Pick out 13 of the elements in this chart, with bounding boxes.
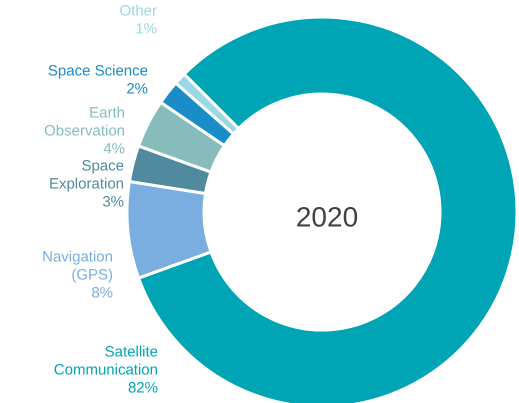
- slice-label: Other: [119, 2, 158, 20]
- slice-label: Space Science: [48, 62, 148, 80]
- text: 2020: [296, 202, 358, 232]
- slice-label: Earth Observation: [44, 104, 125, 140]
- data-label: 2%: [126, 80, 148, 98]
- data-label: 1%: [135, 20, 157, 38]
- data-label: 82%: [128, 380, 158, 396]
- data-label: 3%: [102, 194, 124, 210]
- data-label: 8%: [91, 284, 113, 302]
- slice-label: Satellite Communication: [54, 344, 158, 378]
- data-label: 4%: [103, 140, 125, 158]
- slice-label: Navigation (GPS): [42, 248, 113, 284]
- slice-label: Space Exploration: [48, 158, 124, 192]
